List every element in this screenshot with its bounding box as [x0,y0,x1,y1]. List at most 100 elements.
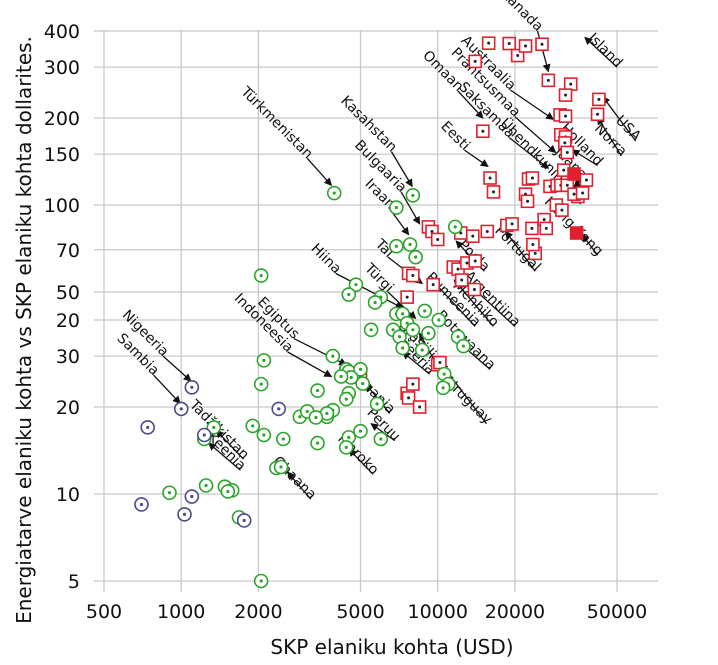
annotation-arrow [348,448,374,475]
point-dot [488,176,492,180]
point-dot [481,129,485,133]
annotation-arrow [387,291,417,320]
point-dot [411,274,415,278]
annotation-arrow [453,279,494,327]
point-dot [544,226,548,230]
annotation-arrow [463,149,489,167]
point-dot [471,234,475,238]
annotation-label: Ghaana [270,453,320,503]
point-dot [315,441,320,445]
point-dot [562,168,566,172]
red-filled-square-point [569,226,584,240]
point-dot [259,382,263,386]
y-tick-label: 70 [56,240,80,262]
point-dot [426,331,431,335]
point-dot [259,579,263,583]
red-filled-square-point [567,167,581,181]
point-dot [438,361,442,365]
point-dot [431,283,435,287]
annotation-arrow [505,230,536,272]
annotation: Indoneesia [231,291,333,378]
y-tick-label: 100 [44,195,80,217]
point-dot [441,386,445,390]
point-dot [167,491,172,495]
x-tick-label: 1000 [157,601,205,623]
point-dot [315,388,320,393]
annotation-arrow [571,149,598,167]
point-dot [542,218,546,222]
point-dot [242,518,246,523]
annotation-label: Hiina [308,241,345,278]
point-dot [277,407,281,411]
point-dot [405,321,409,325]
annotation-arrow [306,157,333,187]
point-dot [407,396,411,400]
annotation-arrow [508,137,550,169]
y-tick-label: 150 [44,144,80,166]
point-dot [540,42,544,46]
point-dot [487,41,491,45]
point-dot [461,344,466,348]
annotation-label: Kanada [498,0,546,35]
point-dot [530,176,534,180]
point-dot [584,178,588,182]
point-dot [420,348,424,352]
annotation-label: Türkmenistan [237,83,316,162]
data-points [134,36,606,589]
point-dot [331,354,335,358]
annotation-arrow [602,95,636,142]
x-tick-label: 5000 [336,601,384,623]
y-tick-label: 20 [56,310,80,332]
point-dot [491,190,495,194]
point-dot [546,78,550,82]
point-dot [339,374,343,379]
annotation-arrow [162,355,192,382]
point-dot [531,242,535,246]
point-dot [456,335,460,339]
point-dot [430,229,434,233]
x-tick-label: 2000 [234,601,282,623]
point-dot [456,267,460,271]
annotation-arrow [390,151,413,188]
point-dot [526,199,530,203]
point-dot [146,425,150,430]
point-dot [325,411,329,416]
point-dot [507,42,511,46]
point-dot [418,405,422,409]
point-dot [472,288,476,292]
annotation-arrow [514,116,557,154]
point-dot [349,375,353,380]
point-dot [226,489,230,494]
annotation-arrow [457,90,484,119]
point-dot [262,358,266,362]
point-dot [358,429,363,433]
y-tick-label: 10 [56,484,80,506]
point-dot [473,259,477,263]
point-dot [179,407,183,411]
annotation: Türkmenistan [237,83,333,187]
y-tick-label: 20 [56,397,80,419]
annotations: KanadaIslandAustraaliaPrantsusmaaSaksama… [114,0,645,503]
point-dot [401,312,405,316]
annotation-arrow [401,351,431,375]
x-axis-label: SKP elaniku kohta (USD) [270,635,513,659]
annotation-arrow [153,374,181,405]
point-dot [423,309,427,313]
point-dot [530,226,534,230]
point-dot [414,255,418,259]
annotation-arrow [584,36,618,68]
x-tick-label: 500 [86,601,122,623]
annotation-arrow [335,272,404,309]
point-dot [305,409,309,414]
point-dot [572,192,576,196]
y-tick-label: 400 [44,21,80,43]
y-tick-label: 200 [44,108,80,130]
point-dot [394,244,398,248]
point-dot [453,225,457,229]
point-dot [259,273,263,278]
point-dot [442,372,446,376]
point-dot [460,278,464,282]
annotation-arrow [597,116,622,157]
point-dot [375,402,379,406]
